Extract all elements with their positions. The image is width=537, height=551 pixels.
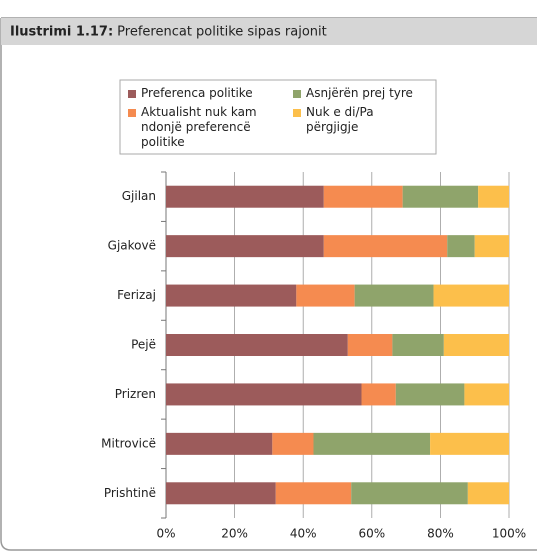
bar-segment <box>478 185 509 208</box>
legend-box <box>119 79 437 155</box>
y-tick-label: Prizren <box>115 387 156 401</box>
bar-segment <box>166 334 348 356</box>
bar-segment <box>395 383 465 406</box>
legend-swatch <box>293 90 301 98</box>
y-tick-label: Pejë <box>131 338 156 352</box>
x-tick-label: 100% <box>492 527 526 541</box>
legend-swatch <box>128 90 136 98</box>
bar-segment <box>166 284 297 307</box>
bar-segment <box>166 383 362 406</box>
bar-segment <box>392 334 444 356</box>
bar-segment <box>351 482 468 505</box>
bar-segment <box>166 185 324 208</box>
bar-segment <box>166 235 324 258</box>
bar-segment <box>323 185 403 208</box>
bar-segment <box>433 284 509 307</box>
y-tick-label: Ferizaj <box>117 288 156 302</box>
legend: Preferenca politike Asnjërën prej tyre Akt… <box>128 86 428 150</box>
y-tick-label: Prishtinë <box>104 486 156 500</box>
bar-segment <box>402 185 479 208</box>
legend-item: Preferenca politike <box>128 86 293 101</box>
legend-item: Aktualisht nuk kam ndonjë preferencë pol… <box>128 105 293 150</box>
x-tick-label: 40% <box>290 527 317 541</box>
legend-swatch <box>128 109 136 117</box>
chart-title: Preferencat politike sipas rajonit <box>117 25 327 40</box>
y-tick-label: Gjakovë <box>108 239 156 253</box>
bar-segment <box>467 482 509 505</box>
legend-label: Nuk e di/Pa përgjigje <box>306 105 374 134</box>
x-tick-label: 20% <box>221 527 248 541</box>
x-tick-label: 80% <box>427 527 454 541</box>
legend-item: Asnjërën prej tyre <box>293 86 428 101</box>
bar-segment <box>323 235 448 258</box>
y-tick-label: Mitrovicë <box>101 436 156 450</box>
bar-segment <box>443 334 509 356</box>
bar-segment <box>347 334 393 356</box>
legend-swatch <box>293 109 301 117</box>
bar-segment <box>464 383 509 406</box>
bar-segment <box>361 383 396 406</box>
bar-segment <box>166 482 276 505</box>
legend-item: Nuk e di/Pa përgjigje <box>293 105 428 150</box>
bar-segment <box>354 284 434 307</box>
x-tick-label: 0% <box>156 527 175 541</box>
bar-segment <box>166 432 273 455</box>
title-label: Ilustrimi 1.17: <box>10 25 113 40</box>
legend-label: Aktualisht nuk kam ndonjë preferencë pol… <box>141 105 257 149</box>
bar-segment <box>272 432 314 455</box>
y-tick-label: Gjilan <box>122 189 156 203</box>
x-tick-label: 60% <box>358 527 385 541</box>
bar-segment <box>296 284 355 307</box>
header-bar <box>1 18 537 45</box>
bar-segment <box>275 482 352 505</box>
bar-segment <box>447 235 475 258</box>
bar-segment <box>474 235 509 258</box>
legend-label: Asnjërën prej tyre <box>306 86 413 100</box>
bar-segment <box>313 432 431 455</box>
legend-label: Preferenca politike <box>141 86 253 100</box>
bar-segment <box>430 432 509 455</box>
